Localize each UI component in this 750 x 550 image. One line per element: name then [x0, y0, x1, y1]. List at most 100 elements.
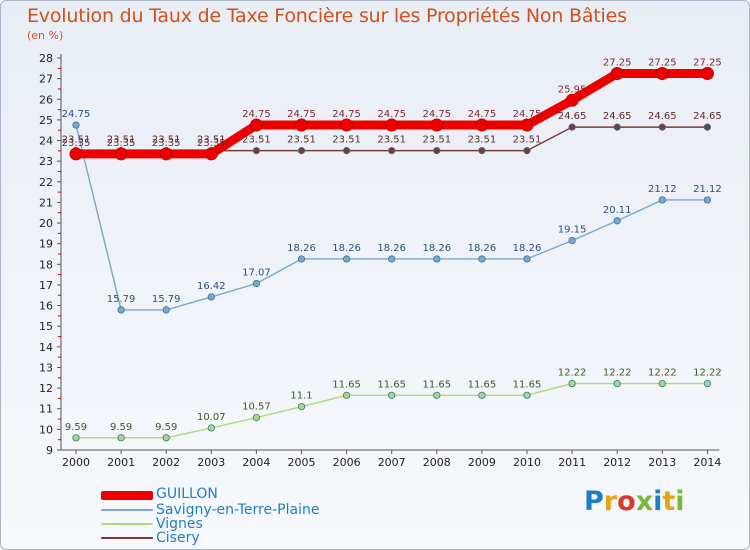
data-point	[478, 255, 486, 263]
logo-letter: i	[653, 486, 663, 517]
data-label: 24.75	[513, 109, 542, 120]
data-point	[114, 147, 128, 161]
data-label: 9.59	[155, 422, 177, 433]
data-point	[568, 236, 576, 245]
data-point	[703, 123, 712, 131]
data-label: 24.75	[422, 109, 451, 120]
x-tick-label: 2003	[197, 456, 225, 469]
y-tick-label: 13	[39, 361, 53, 374]
legend-label-guillon: GUILLON	[156, 486, 218, 502]
data-label: 9.59	[110, 422, 132, 433]
data-point	[342, 391, 351, 399]
data-label: 23.51	[242, 135, 271, 146]
logo-letter: i	[675, 486, 685, 517]
data-label: 21.12	[648, 184, 677, 195]
legend-swatch-vignes	[101, 523, 153, 525]
data-label: 27.25	[693, 57, 722, 68]
data-point	[613, 217, 621, 225]
data-point	[478, 391, 486, 399]
legend-label-vignes: Vignes	[156, 516, 203, 532]
x-tick-label: 2002	[152, 456, 180, 469]
data-label: 11.65	[468, 379, 497, 390]
y-tick-label: 28	[39, 52, 53, 65]
data-point	[207, 293, 215, 301]
data-point	[117, 434, 125, 442]
data-point	[703, 379, 712, 388]
y-tick-label: 19	[39, 238, 53, 251]
y-tick-label: 11	[39, 403, 53, 416]
data-label: 23.51	[197, 135, 226, 146]
logo-letter: P	[584, 486, 604, 517]
data-label: 18.26	[377, 243, 406, 254]
data-point	[159, 147, 173, 161]
data-label: 18.26	[513, 243, 542, 254]
y-tick-label: 12	[39, 382, 53, 395]
data-point	[520, 118, 534, 132]
data-point	[703, 196, 712, 204]
data-label: 24.65	[693, 111, 722, 122]
data-point	[252, 147, 260, 155]
data-point	[252, 279, 260, 288]
y-tick-label: 27	[39, 73, 53, 86]
data-label: 19.15	[558, 225, 587, 236]
data-point	[342, 255, 351, 263]
data-point	[72, 121, 80, 129]
x-tick-label: 2014	[693, 456, 721, 469]
data-label: 24.75	[242, 109, 271, 120]
data-label: 23.35	[197, 138, 226, 149]
data-label: 24.75	[62, 109, 91, 120]
data-label: 11.65	[513, 379, 542, 390]
data-label: 23.51	[377, 135, 406, 146]
data-label: 27.25	[648, 57, 677, 68]
x-tick-label: 2012	[603, 456, 631, 469]
data-point	[613, 123, 621, 131]
data-point	[342, 147, 351, 155]
x-tick-label: 2006	[333, 456, 361, 469]
y-tick-label: 25	[39, 114, 53, 127]
data-point	[388, 255, 396, 263]
data-label: 24.75	[377, 109, 406, 120]
data-point	[72, 434, 80, 442]
data-point	[568, 379, 576, 388]
data-label: 15.79	[107, 294, 136, 305]
legend-label-savigny: Savigny-en-Terre-Plaine	[156, 502, 320, 518]
data-label: 24.75	[468, 109, 497, 120]
data-label: 12.22	[603, 368, 632, 379]
logo-letter: t	[662, 486, 676, 517]
chart-title: Evolution du Taux de Taxe Foncière sur l…	[27, 5, 627, 27]
x-tick-label: 2010	[513, 456, 541, 469]
data-label: 25.95	[558, 84, 587, 95]
y-tick-label: 26	[39, 93, 53, 106]
data-point	[295, 118, 308, 132]
y-tick-label: 20	[39, 217, 53, 230]
data-label: 23.35	[62, 138, 91, 149]
x-tick-label: 2009	[468, 456, 496, 469]
y-tick-label: 21	[39, 196, 53, 209]
data-point	[478, 147, 486, 155]
data-label: 10.57	[242, 402, 271, 413]
data-point	[658, 379, 666, 388]
data-label: 21.12	[693, 184, 722, 195]
data-point	[700, 66, 714, 80]
x-tick-label: 2004	[242, 456, 270, 469]
data-point	[340, 118, 354, 132]
data-label: 20.11	[603, 205, 632, 216]
data-label: 12.22	[693, 368, 722, 379]
y-tick-label: 18	[39, 258, 53, 271]
y-tick-label: 10	[39, 423, 53, 436]
data-point	[207, 424, 215, 432]
data-label: 23.51	[332, 135, 361, 146]
y-tick-label: 24	[39, 135, 53, 148]
data-point	[610, 66, 624, 80]
data-label: 18.26	[468, 243, 497, 254]
y-tick-label: 14	[39, 341, 53, 354]
data-point	[658, 123, 666, 131]
logo-letter: x	[635, 486, 654, 517]
legend-label-cisery: Cisery	[156, 530, 200, 546]
data-label: 23.35	[152, 138, 181, 149]
data-point	[565, 93, 579, 107]
x-tick-label: 2008	[423, 456, 451, 469]
data-point	[385, 118, 399, 132]
data-label: 18.26	[287, 243, 316, 254]
